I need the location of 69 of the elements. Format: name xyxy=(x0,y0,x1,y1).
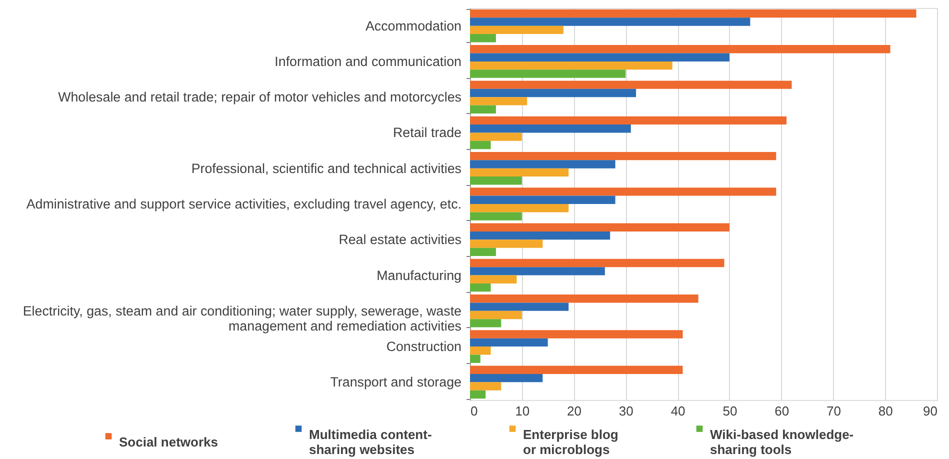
bar xyxy=(470,283,491,292)
y-tick-label: Construction xyxy=(386,339,462,354)
bar xyxy=(470,132,522,141)
bar xyxy=(470,160,616,168)
bar xyxy=(470,204,569,212)
bar xyxy=(470,267,605,276)
bar xyxy=(470,70,626,78)
y-tick-label: Accommodation xyxy=(365,18,462,34)
bar xyxy=(470,248,496,256)
bar xyxy=(470,26,564,34)
bar xyxy=(470,9,916,18)
x-tick-label: 40 xyxy=(670,404,686,418)
x-tick-label: 90 xyxy=(923,404,938,418)
bar xyxy=(470,338,548,347)
bar xyxy=(470,319,502,328)
bar xyxy=(470,168,569,177)
bar xyxy=(470,310,522,320)
bar xyxy=(470,124,631,133)
x-tick-label: 50 xyxy=(722,404,738,418)
bar xyxy=(470,53,730,62)
x-tick-label: 20 xyxy=(567,404,582,418)
y-tick-label: Professional, scientific and technical activities xyxy=(191,160,462,176)
x-tick-label: 30 xyxy=(618,404,634,418)
legend-label: Wiki-based knowledge-sharing tools xyxy=(710,426,854,457)
bar xyxy=(470,176,522,185)
y-tick-label: Wholesale and retail trade; repair of motor vehicles and motorcycles xyxy=(58,90,462,105)
bar xyxy=(470,97,528,106)
legend-label: Enterprise blog or microblogs xyxy=(523,426,618,457)
x-tick-label: 60 xyxy=(774,404,790,418)
bar xyxy=(470,34,496,42)
bar xyxy=(470,196,616,204)
bar xyxy=(470,188,776,196)
x-tick-label: 70 xyxy=(826,404,841,418)
y-tick-label: Retail trade xyxy=(393,125,462,140)
bar xyxy=(470,302,569,311)
bar xyxy=(470,366,683,374)
bar xyxy=(470,346,491,355)
bar xyxy=(470,88,636,98)
y-tick-label: Manufacturing xyxy=(376,268,462,283)
bar xyxy=(470,354,480,363)
legend-label: Multimedia content-sharing websites xyxy=(309,426,432,457)
legend-label: Social networks xyxy=(119,434,218,450)
bar xyxy=(470,258,724,268)
bar xyxy=(470,231,610,240)
bar xyxy=(470,223,730,232)
bar xyxy=(470,212,522,220)
x-tick-label: 0 xyxy=(470,404,478,418)
bar xyxy=(470,105,496,114)
bar xyxy=(470,18,750,26)
bar xyxy=(470,240,543,248)
bar xyxy=(470,294,698,303)
bar xyxy=(470,80,792,89)
bar xyxy=(470,61,672,70)
bar xyxy=(470,140,491,150)
x-tick-label: 80 xyxy=(878,404,893,418)
bar xyxy=(470,45,890,54)
bar xyxy=(470,390,486,399)
y-tick-label: Electricity, gas, steam and air conditioning; water supply, sewerage, waste management and remediation activities xyxy=(22,303,462,334)
bar xyxy=(470,374,543,382)
y-tick-label: Administrative and support service activities, excluding travel agency, etc. xyxy=(26,196,462,212)
y-tick-label: Information and communication xyxy=(274,54,462,69)
y-tick-label: Real estate activities xyxy=(338,232,462,248)
bar xyxy=(470,116,787,125)
bar xyxy=(470,152,776,160)
y-tick-label: Transport and storage xyxy=(330,374,462,390)
bar xyxy=(470,275,517,284)
x-tick-label: 10 xyxy=(515,404,530,418)
bar xyxy=(470,330,683,338)
bar xyxy=(470,382,502,390)
